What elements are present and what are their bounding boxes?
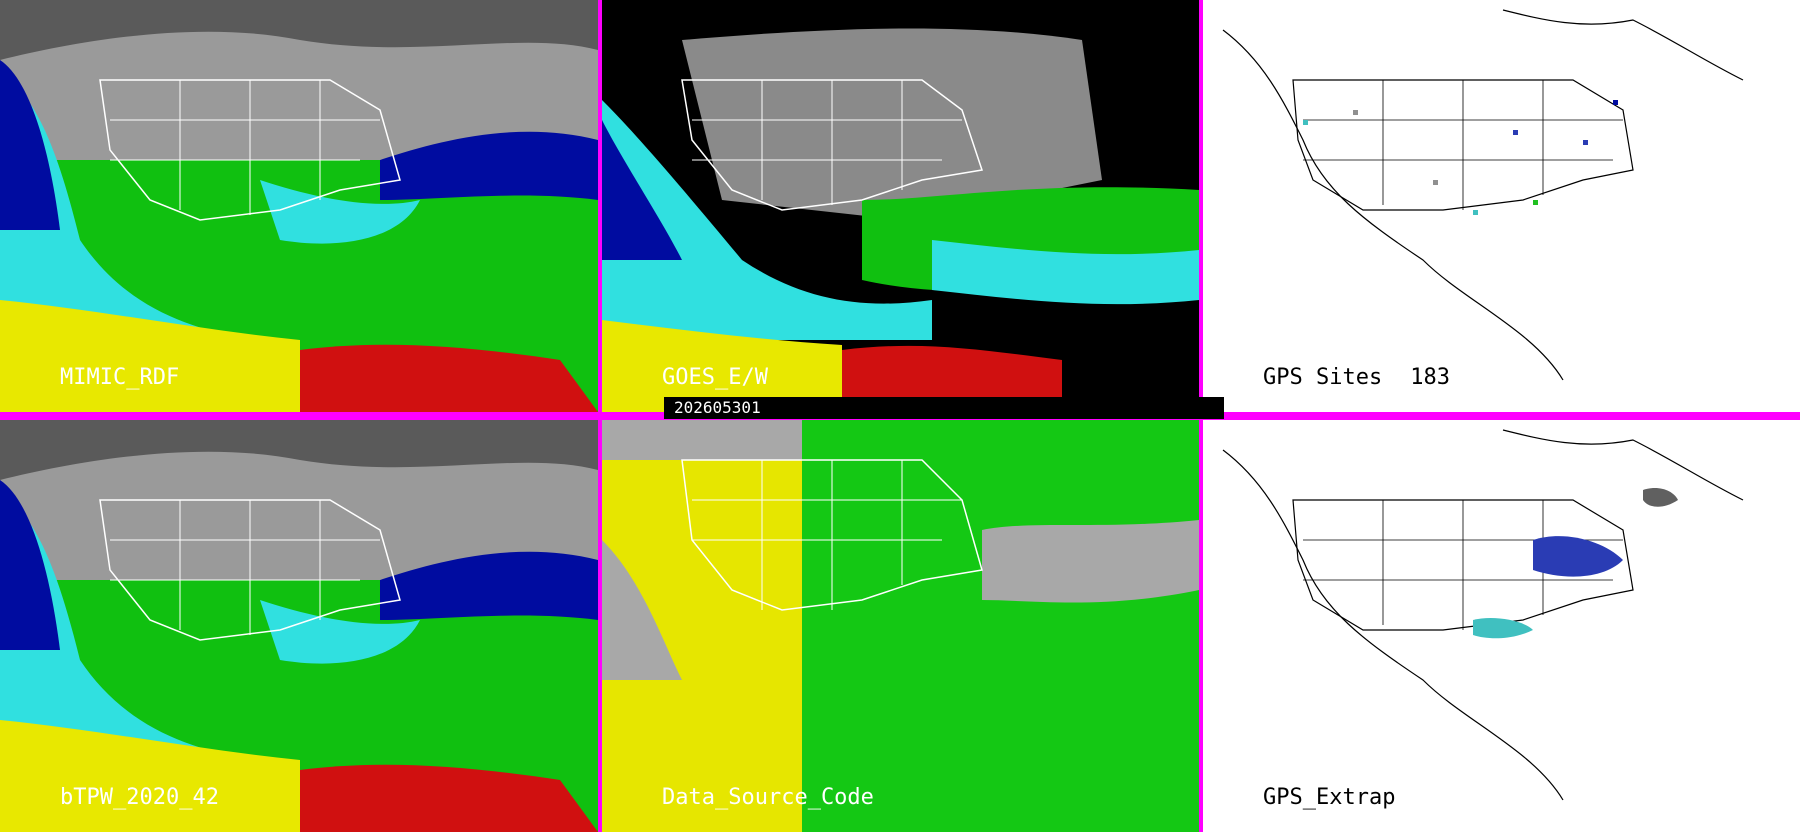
btpw-map [0, 420, 598, 832]
panel-goes-ew: GOES_E/W [602, 0, 1199, 412]
data-source-map [602, 420, 1199, 832]
panel-data-source-code: Data_Source_Code [602, 420, 1199, 832]
panel-label-gps: GPS Sites 183 [1263, 365, 1450, 390]
gps-site-count: 183 [1410, 365, 1450, 390]
panel-label-goes: GOES_E/W [662, 365, 768, 390]
panel-mimic-rdf: MIMIC_RDF [0, 0, 598, 412]
mimic-rdf-map [0, 0, 598, 412]
goes-ew-map [602, 0, 1199, 412]
panel-gps-sites: GPS Sites 183 [1203, 0, 1800, 412]
gps-label-text: GPS Sites [1263, 365, 1383, 390]
panel-label-mimic: MIMIC_RDF [60, 365, 180, 390]
panel-label-gpsx: GPS_Extrap [1263, 785, 1396, 810]
panel-btpw: bTPW_2020_42 [0, 420, 598, 832]
panel-label-btpw: bTPW_2020_42 [60, 785, 219, 810]
panel-gps-extrap: GPS_Extrap [1203, 420, 1800, 832]
panel-label-dsc: Data_Source_Code [662, 785, 874, 810]
gps-extrap-map [1203, 420, 1800, 832]
timestamp-bar: 202605301 [664, 397, 1224, 419]
gps-sites-map [1203, 0, 1800, 412]
